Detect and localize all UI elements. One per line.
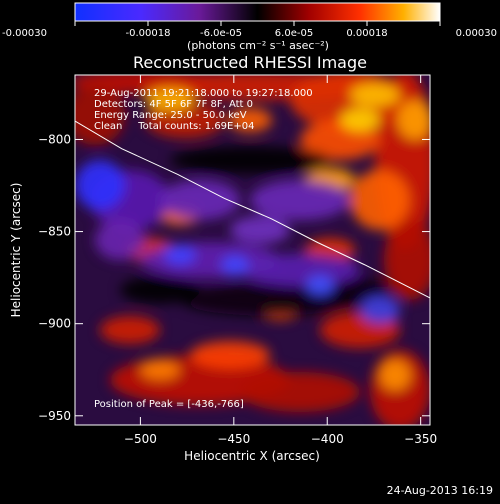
solar-limb-line [75,120,430,299]
heatmap-blob [350,83,400,107]
heatmap-blob [360,296,400,324]
heatmap-blob [190,341,270,369]
annotation-clean-counts: Clean Total counts: 1.69E+04 [94,121,254,132]
heatmap-blob [340,108,380,132]
heatmap-blob [379,359,411,391]
colorbar-tick-label: 0.00018 [346,28,387,39]
heatmap-blob [170,146,330,174]
heatmap-blob [228,108,272,132]
heatmap-blob [164,245,196,265]
y-tick-label: −950 [38,409,71,423]
colorbar-ticks: -0.00030 -0.00018 -6.0e-05 6.0e-05 0.00018 0.… [2,21,497,39]
colorbar-tick-label: -0.00018 [126,28,171,39]
x-tick-label: −350 [404,432,437,446]
heatmap-blob [75,85,125,145]
annotation-detectors: Detectors: 4F 5F 6F 7F 8F, Att 0 [94,99,253,110]
colorbar-units-label: (photons cm⁻² s⁻¹ asec⁻²) [187,39,329,52]
heatmap-blob [221,255,249,275]
colorbar [74,2,441,22]
heatmap-blob [240,254,360,286]
y-tick-label: −900 [38,317,71,331]
x-tick-label: −450 [217,432,250,446]
heatmap-blob [240,372,360,412]
x-tick-label: −400 [311,432,344,446]
peak-position-label: Position of Peak = [-436,-766] [94,399,244,410]
heatmap-blob [160,180,240,220]
colorbar-tick-label: -6.0e-05 [200,28,242,39]
heatmap-blob [230,216,290,244]
annotation-energy-range: Energy Range: 25.0 - 50.0 keV [94,110,247,121]
heatmap-blob [250,180,350,220]
heatmap-image [75,75,430,425]
x-axis-label: Heliocentric X (arcsec) [184,449,320,463]
colorbar-tick-label: 0.00030 [456,28,497,39]
heatmap-blob [145,88,195,112]
x-tick-label: −500 [124,432,157,446]
heatmap-blob [350,170,410,230]
y-tick-label: −850 [38,225,71,239]
chart-title: Reconstructed RHESSI Image [133,53,367,72]
footer-date: 24-Aug-2013 16:19 [387,484,493,497]
heatmap-blob [140,360,180,380]
heatmap-blob [75,160,125,210]
y-tick-label: −800 [38,132,71,146]
y-axis-label: Heliocentric Y (arcsec) [9,183,23,318]
annotation-time-range: 29-Aug-2011 19:21:18.000 to 19:27:18.000 [94,88,313,99]
heatmap-blob [120,276,200,304]
heatmap-blob [306,275,334,295]
heatmap-blob [330,278,390,302]
colorbar-tick-label: 6.0e-05 [275,28,313,39]
heatmap-blobs [75,75,430,425]
heatmap-blob [100,316,160,344]
axis-ticks: −500 −450 −400 −350 −800 −850 −900 −950 [38,75,437,446]
heatmap-blob [397,100,430,140]
colorbar-tick-label: -0.00030 [2,28,47,39]
heatmap-blob [95,220,145,260]
plot-frame [74,74,431,426]
